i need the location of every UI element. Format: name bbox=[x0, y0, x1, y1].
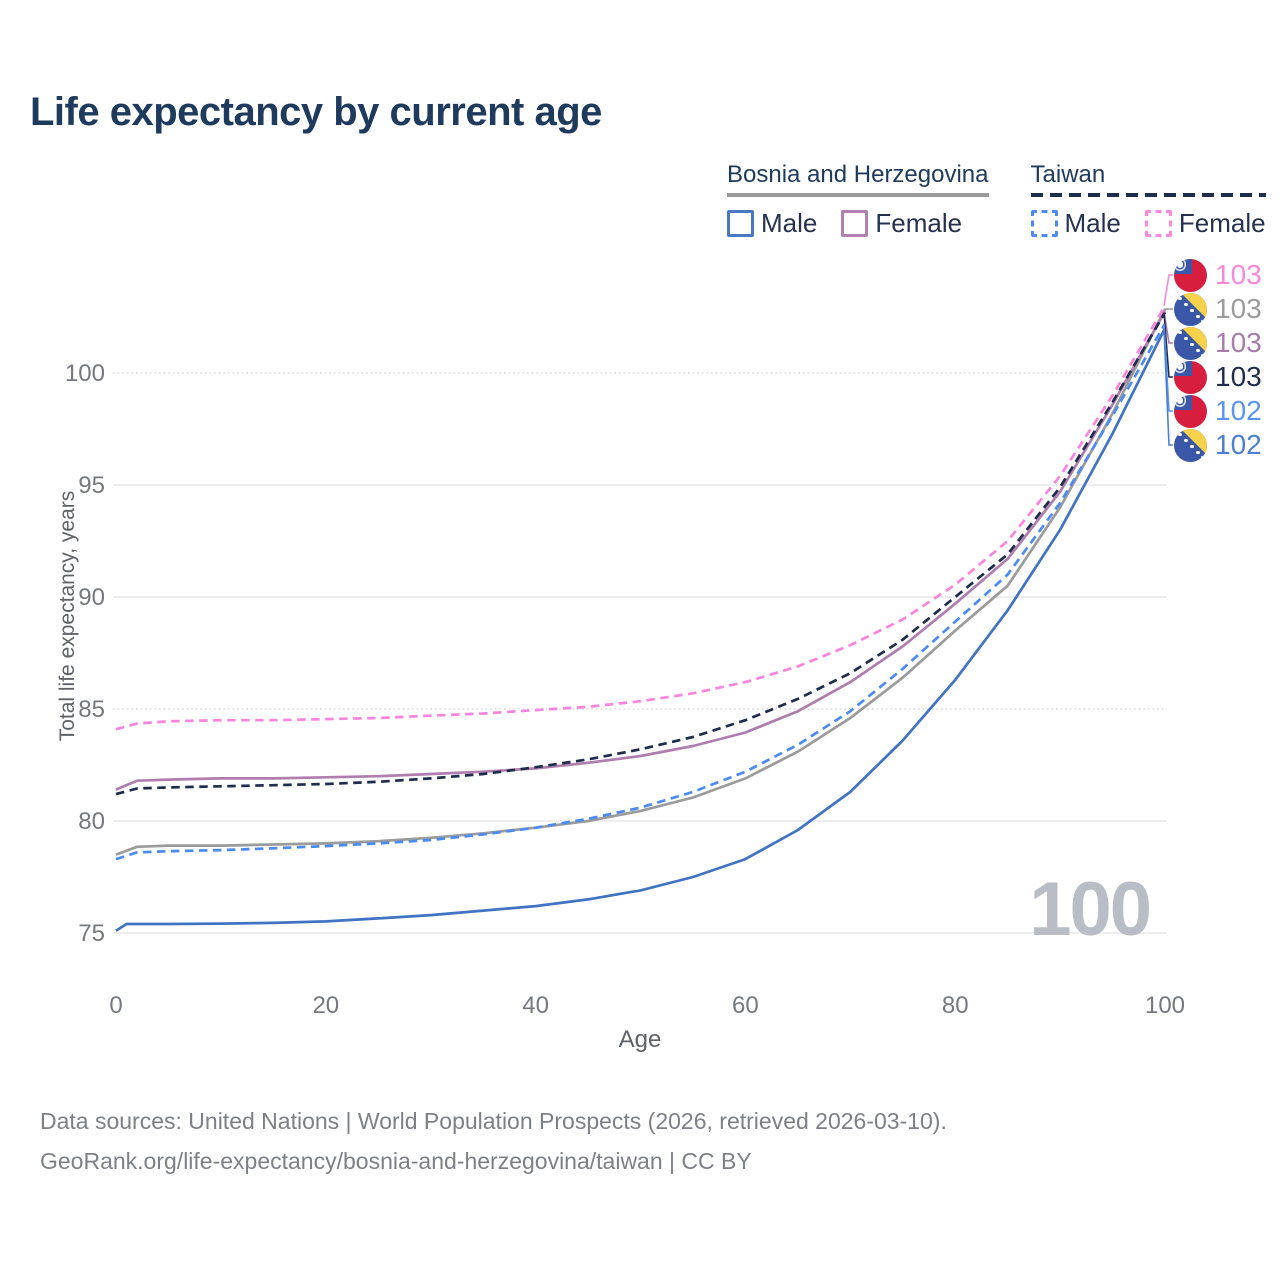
legend-item-taiwan-female[interactable]: Female bbox=[1144, 208, 1266, 239]
y-axis-title: Total life expectancy, years bbox=[56, 490, 79, 742]
y-tick-label: 80 bbox=[78, 808, 105, 835]
series-line-tw_female bbox=[115, 305, 1167, 731]
bosnia-flag-icon bbox=[1174, 292, 1207, 326]
taiwan-flag-icon bbox=[1174, 258, 1207, 292]
legend-underline-solid bbox=[727, 193, 989, 197]
legend-item-label: Female bbox=[1178, 208, 1266, 238]
legend-item-label: Female bbox=[875, 207, 963, 238]
data-sources-note: Data sources: United Nations | World Pop… bbox=[40, 1108, 947, 1134]
legend-group-bosnia: Bosnia and Herzegovina Male Female bbox=[727, 161, 989, 239]
end-label-value: 102 bbox=[1215, 429, 1262, 460]
end-label-value: 102 bbox=[1215, 395, 1262, 426]
legend-group-title-bosnia: Bosnia and Herzegovina bbox=[727, 161, 989, 188]
end-label-value: 103 bbox=[1215, 361, 1262, 392]
legend-swatch-bosnia-female bbox=[841, 209, 869, 237]
end-label-connector bbox=[1163, 274, 1173, 306]
end-label-value: 103 bbox=[1215, 259, 1262, 290]
attribution-note: GeoRank.org/life-expectancy/bosnia-and-h… bbox=[40, 1148, 752, 1174]
y-tick-label: 85 bbox=[78, 696, 105, 723]
series-line-ba_total bbox=[115, 308, 1167, 856]
x-tick-label: 20 bbox=[312, 992, 339, 1019]
legend-item-bosnia-female[interactable]: Female bbox=[841, 208, 962, 239]
legend-item-bosnia-male[interactable]: Male bbox=[727, 208, 817, 239]
y-tick-label: 100 bbox=[65, 360, 105, 387]
page-title: Life expectancy by current age bbox=[30, 90, 602, 134]
series-line-tw_total bbox=[115, 311, 1167, 796]
x-tick-label: 40 bbox=[522, 992, 549, 1019]
legend-group-title-taiwan: Taiwan bbox=[1030, 161, 1106, 188]
bosnia-flag-icon bbox=[1174, 326, 1207, 360]
series-line-ba_male bbox=[115, 327, 1167, 932]
end-label-connector bbox=[1163, 312, 1173, 378]
end-label-row: 103 bbox=[1174, 326, 1262, 360]
legend-item-taiwan-male[interactable]: Male bbox=[1030, 208, 1121, 239]
y-tick-label: 90 bbox=[78, 584, 105, 611]
x-tick-label: 80 bbox=[942, 992, 969, 1019]
legend-swatch-bosnia-male bbox=[727, 209, 754, 237]
end-label-row: 103 bbox=[1174, 360, 1262, 394]
legend-swatch-taiwan-female bbox=[1144, 210, 1172, 237]
legend-underline-dashed bbox=[1030, 193, 1266, 197]
x-axis-title: Age bbox=[618, 1026, 662, 1053]
series-line-tw_male bbox=[115, 323, 1167, 861]
y-tick-label: 95 bbox=[78, 472, 105, 499]
end-label-row: 102 bbox=[1174, 428, 1262, 462]
legend-item-label: Male bbox=[1064, 208, 1121, 238]
end-label-row: 102 bbox=[1174, 394, 1262, 428]
bosnia-flag-icon bbox=[1174, 428, 1207, 462]
end-label-connector bbox=[1163, 328, 1173, 446]
legend-item-label: Male bbox=[761, 207, 818, 238]
end-label-row: 103 bbox=[1174, 292, 1262, 326]
y-tick-label: 75 bbox=[78, 920, 105, 947]
x-tick-label: 0 bbox=[109, 992, 122, 1019]
legend: Bosnia and Herzegovina Male Female Taiwa… bbox=[727, 161, 1266, 239]
end-label-value: 103 bbox=[1215, 327, 1262, 358]
x-tick-label: 100 bbox=[1145, 992, 1185, 1019]
taiwan-flag-icon bbox=[1174, 360, 1207, 394]
end-label-connector bbox=[1163, 311, 1173, 344]
end-label-value: 103 bbox=[1215, 293, 1262, 324]
series-line-ba_female bbox=[115, 310, 1167, 791]
taiwan-flag-icon bbox=[1174, 394, 1207, 428]
end-label-row: 103 bbox=[1174, 258, 1262, 292]
legend-swatch-taiwan-male bbox=[1030, 210, 1058, 237]
hover-age-watermark: 100 bbox=[1029, 867, 1152, 952]
legend-group-taiwan: Taiwan Male Female bbox=[1030, 161, 1266, 239]
x-tick-label: 60 bbox=[732, 992, 759, 1019]
